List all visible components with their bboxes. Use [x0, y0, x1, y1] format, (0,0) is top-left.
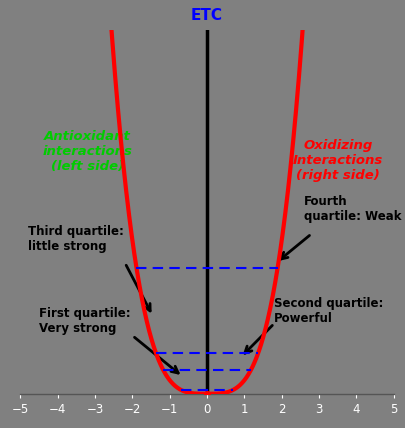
Text: Second quartile:
Powerful: Second quartile: Powerful	[274, 297, 383, 325]
Text: First quartile:
Very strong: First quartile: Very strong	[39, 307, 130, 335]
Text: ETC: ETC	[191, 8, 222, 23]
Text: Third quartile:
little strong: Third quartile: little strong	[28, 225, 124, 253]
Text: Oxidizing
Interactions
(right side): Oxidizing Interactions (right side)	[292, 140, 382, 182]
Text: Antioxidant
interactions
(left side): Antioxidant interactions (left side)	[43, 130, 132, 173]
Text: Fourth
quartile: Weak: Fourth quartile: Weak	[303, 196, 401, 223]
